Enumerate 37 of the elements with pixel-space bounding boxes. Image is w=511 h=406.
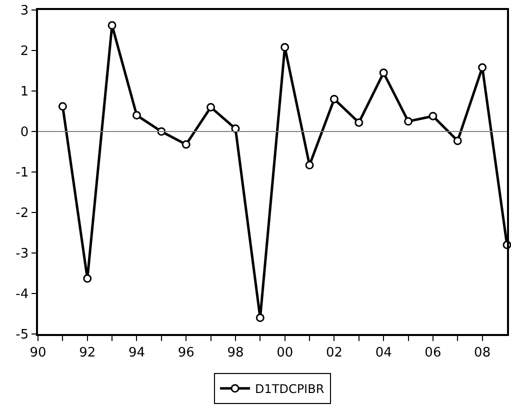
point: [256, 314, 264, 322]
y-tick-label: -2: [16, 206, 29, 222]
y-tick-label: -3: [16, 246, 29, 262]
y-tick-label: 0: [20, 125, 29, 140]
point: [83, 274, 92, 283]
point: [404, 117, 413, 126]
point: [428, 112, 438, 120]
x-tick-label: 02: [326, 345, 342, 360]
point: [132, 111, 141, 120]
y-tick-label: -4: [16, 287, 29, 302]
point: [330, 94, 338, 104]
point: [280, 43, 290, 52]
point: [108, 21, 116, 30]
point: [206, 102, 216, 112]
point: [453, 136, 462, 146]
y-tick-label: 2: [20, 44, 29, 60]
x-tick-label: 98: [227, 345, 244, 360]
point: [379, 68, 388, 78]
x-tick-label: 92: [79, 345, 96, 360]
x-tick-label: 00: [276, 345, 294, 360]
y-tick-label: -5: [16, 328, 29, 343]
x-tick-label: 90: [30, 345, 46, 360]
point: [354, 118, 364, 127]
legend-label: D1TDCPIBR: [255, 382, 324, 396]
x-tick-label: 94: [128, 345, 146, 360]
y-tick-label: 3: [20, 4, 29, 19]
x-tick-label: 04: [375, 345, 392, 360]
point: [478, 63, 487, 72]
point: [231, 124, 240, 133]
point: [182, 140, 190, 149]
point: [58, 102, 67, 111]
x-tick-label: 08: [474, 345, 491, 360]
point: [305, 160, 314, 170]
x-tick-label: 06: [424, 345, 442, 360]
y-tick-label: 1: [20, 84, 29, 100]
x-tick-label: 96: [178, 345, 194, 360]
y-tick-label: -1: [16, 166, 29, 181]
